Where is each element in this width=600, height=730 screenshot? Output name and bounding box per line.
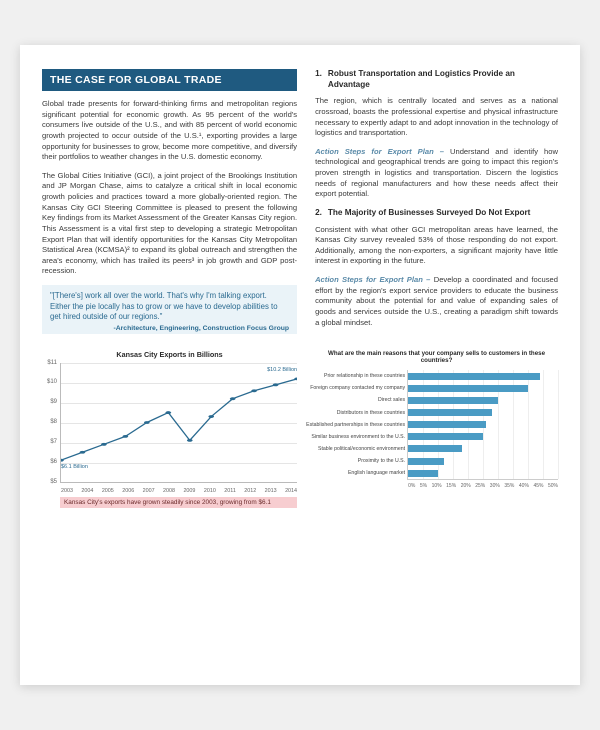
bar-fill — [408, 458, 444, 465]
x-tick-label: 35% — [504, 483, 514, 489]
y-tick-label: $7 — [50, 439, 57, 445]
bar-fill — [408, 385, 528, 392]
y-tick-label: $11 — [47, 360, 57, 366]
bar-chart-reasons: What are the main reasons that your comp… — [315, 350, 558, 508]
paragraph: Consistent with what other GCI metropoli… — [315, 225, 558, 268]
heading-text: Robust Transportation and Logistics Prov… — [328, 69, 558, 90]
bar-category-label: Established partnerships in these countr… — [306, 422, 405, 428]
bar-category-label: Similar business environment to the U.S. — [311, 434, 405, 440]
action-steps-2: Action Steps for Export Plan – Develop a… — [315, 275, 558, 328]
heading-number: 2. — [315, 208, 322, 219]
y-tick-label: $10 — [47, 379, 57, 385]
chart-caption: Kansas City's exports have grown steadil… — [60, 497, 297, 508]
quote-attribution: -Architecture, Engineering, Construction… — [50, 325, 289, 332]
x-tick-label: 20% — [461, 483, 471, 489]
x-tick-label: 2009 — [183, 488, 195, 494]
bar-row: Prior relationship in these countries — [408, 372, 558, 380]
y-tick-label: $8 — [50, 419, 57, 425]
x-tick-label: 2004 — [81, 488, 93, 494]
data-label-start: $6.1 Billion — [61, 464, 88, 470]
x-tick-label: 30% — [490, 483, 500, 489]
bar-row: Established partnerships in these countr… — [408, 421, 558, 429]
data-label-end: $10.2 Billion — [267, 367, 297, 373]
x-tick-label: 2010 — [204, 488, 216, 494]
bar-fill — [408, 397, 498, 404]
bar-row: Proximity to the U.S. — [408, 457, 558, 465]
x-tick-label: 15% — [446, 483, 456, 489]
x-tick-label: 10% — [432, 483, 442, 489]
x-axis: 0% 5% 10% 15% 20% 25% 30% 35% 40% 45% 50% — [408, 483, 558, 489]
right-column: 1. Robust Transportation and Logistics P… — [315, 69, 558, 344]
document-page: THE CASE FOR GLOBAL TRADE Global trade p… — [20, 45, 580, 685]
heading-text: The Majority of Businesses Surveyed Do N… — [328, 208, 530, 219]
bar-category-label: Stable political/economic environment — [318, 446, 405, 452]
bar-category-label: Proximity to the U.S. — [358, 458, 405, 464]
paragraph: Global trade presents for forward-thinki… — [42, 99, 297, 163]
two-column-layout: THE CASE FOR GLOBAL TRADE Global trade p… — [42, 69, 558, 344]
x-tick-label: 40% — [519, 483, 529, 489]
y-tick-label: $6 — [50, 459, 57, 465]
bar-fill — [408, 470, 438, 477]
x-tick-label: 50% — [548, 483, 558, 489]
bar-category-label: Foreign company contacted my company — [310, 385, 405, 391]
bar-fill — [408, 409, 492, 416]
line-chart-svg — [61, 363, 297, 482]
section-title: THE CASE FOR GLOBAL TRADE — [42, 69, 297, 91]
paragraph: The region, which is centrally located a… — [315, 96, 558, 139]
left-column: THE CASE FOR GLOBAL TRADE Global trade p… — [42, 69, 297, 344]
bar-row: Foreign company contacted my company — [408, 384, 558, 392]
x-tick-label: 2013 — [265, 488, 277, 494]
x-tick-label: 2011 — [224, 488, 236, 494]
x-tick-label: 2006 — [122, 488, 134, 494]
bar-fill — [408, 445, 462, 452]
x-axis: 2003 2004 2005 2006 2007 2008 2009 2010 2011 2012… — [61, 488, 297, 494]
bar-row: Direct sales — [408, 396, 558, 404]
chart-title: Kansas City Exports in Billions — [42, 350, 297, 359]
x-tick-label: 45% — [533, 483, 543, 489]
x-tick-label: 2014 — [285, 488, 297, 494]
x-tick-label: 2003 — [61, 488, 73, 494]
action-label: Action Steps for Export Plan – — [315, 147, 444, 156]
heading-number: 1. — [315, 69, 322, 90]
x-tick-label: 2005 — [102, 488, 114, 494]
x-tick-label: 2012 — [244, 488, 256, 494]
action-steps-1: Action Steps for Export Plan – Understan… — [315, 147, 558, 200]
charts-row: Kansas City Exports in Billions $5$6$7$8… — [42, 350, 558, 508]
bar-row: English language market — [408, 469, 558, 477]
y-axis: $5 $6 $7 $8 $9 $10 $11 — [43, 363, 59, 482]
action-label: Action Steps for Export Plan – — [315, 275, 430, 284]
quote-text: "[There's] work all over the world. That… — [50, 291, 289, 323]
y-tick-label: $5 — [50, 479, 57, 485]
bar-category-label: Distributors in these countries — [337, 410, 405, 416]
pull-quote: "[There's] work all over the world. That… — [42, 285, 297, 334]
bar-row: Distributors in these countries — [408, 409, 558, 417]
bar-fill — [408, 421, 486, 428]
bar-category-label: Prior relationship in these countries — [324, 373, 405, 379]
line-chart-kc-exports: Kansas City Exports in Billions $5$6$7$8… — [42, 350, 297, 508]
bar-category-label: Direct sales — [378, 397, 405, 403]
x-tick-label: 25% — [475, 483, 485, 489]
bar-row: Similar business environment to the U.S. — [408, 433, 558, 441]
bar-fill — [408, 373, 540, 380]
bar-category-label: English language market — [348, 470, 405, 476]
x-tick-label: 5% — [420, 483, 427, 489]
bar-row: Stable political/economic environment — [408, 445, 558, 453]
numbered-heading-1: 1. Robust Transportation and Logistics P… — [315, 69, 558, 90]
x-tick-label: 2007 — [143, 488, 155, 494]
y-tick-label: $9 — [50, 399, 57, 405]
line-chart-plot-area: $5$6$7$8$9$10$11 20032004200520062007200… — [60, 363, 297, 483]
numbered-heading-2: 2. The Majority of Businesses Surveyed D… — [315, 208, 558, 219]
bar-fill — [408, 433, 483, 440]
paragraph: The Global Cities Initiative (GCI), a jo… — [42, 171, 297, 277]
x-tick-label: 0% — [408, 483, 415, 489]
chart-title: What are the main reasons that your comp… — [315, 350, 558, 365]
x-tick-label: 2008 — [163, 488, 175, 494]
bar-chart-plot-area: 0%5%10%15%20%25%30%35%40%45%50% Prior re… — [407, 370, 558, 480]
